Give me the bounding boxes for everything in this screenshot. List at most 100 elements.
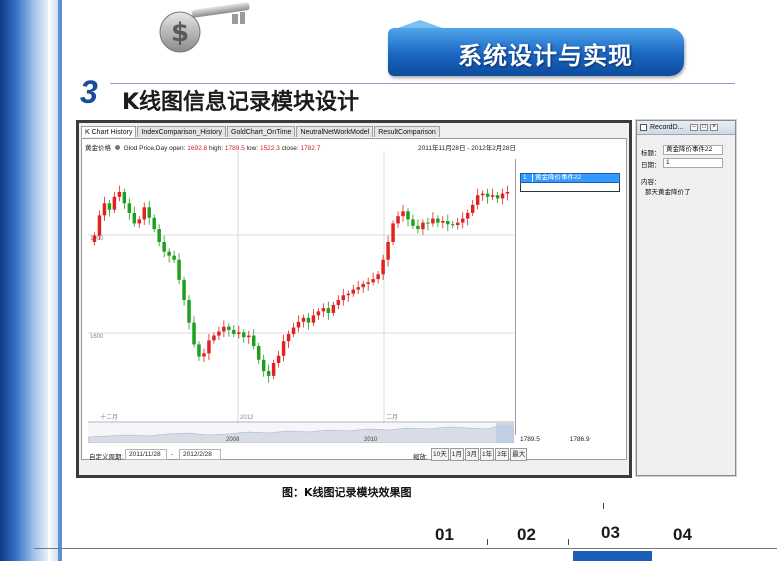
record-dialog-title: RecordD... <box>650 124 684 131</box>
candle-down <box>177 259 181 280</box>
series-label: Glod Price,Day <box>123 145 168 152</box>
candle-down <box>122 191 127 204</box>
minimize-icon[interactable]: – <box>690 124 698 131</box>
tab-gold-chart-ontime[interactable]: GoldChart_OnTime <box>227 126 296 137</box>
candle-up <box>341 295 346 301</box>
candle-up <box>222 326 226 332</box>
candle-down <box>157 229 161 242</box>
end-date-input[interactable]: 2012/2/28 <box>179 449 221 460</box>
candle-up <box>381 259 385 275</box>
nav-item-02[interactable]: 02 <box>517 525 536 544</box>
candle-up <box>316 311 321 316</box>
candle-down <box>127 203 132 213</box>
candle-up <box>286 333 291 342</box>
candle-down <box>197 344 201 357</box>
window-icon <box>640 124 647 131</box>
overview-navigator[interactable]: 2008 2010 <box>88 423 514 443</box>
record-dialog-window: RecordD... – □ × 标题： 黄金降价事件22 日期： 1 内容： … <box>636 120 736 476</box>
series-dot-icon <box>114 145 120 150</box>
nav-item-04[interactable]: 04 <box>673 525 692 544</box>
candle-down <box>406 211 410 220</box>
candle-up <box>281 341 286 356</box>
candle-down <box>495 195 500 199</box>
candle-up <box>92 235 97 242</box>
left-decoration-strip <box>48 0 58 561</box>
maximize-icon[interactable]: □ <box>700 124 708 131</box>
record-title-input[interactable]: 黄金降价事件22 <box>663 145 723 155</box>
candle-down <box>172 255 176 260</box>
candle-up <box>396 216 400 224</box>
tab-result-comparison[interactable]: ResultComparison <box>374 126 440 137</box>
zoom-1y-button[interactable]: 1年 <box>479 448 495 461</box>
candle-up <box>391 223 395 242</box>
candle-down <box>192 322 196 345</box>
candle-down <box>256 346 261 360</box>
zoom-1m-button[interactable]: 1月 <box>449 448 464 461</box>
candle-down <box>132 212 137 224</box>
candle-up <box>441 221 445 223</box>
nav-marker-tick <box>603 503 604 509</box>
record-content-text[interactable]: 那天黄金降价了 <box>645 189 691 196</box>
candle-up <box>117 191 122 197</box>
nav-item-03[interactable]: 03 <box>601 523 620 542</box>
candle-up <box>97 215 102 236</box>
tab-index-comparison-history[interactable]: IndexComparison_History <box>137 126 227 137</box>
event-index: 1 <box>523 174 533 182</box>
x-tick-label: 十二月 <box>100 413 118 421</box>
candle-up <box>431 218 435 224</box>
candle-up <box>331 304 336 313</box>
section-number: 3 <box>80 74 98 110</box>
y-tick-label: 1600 <box>90 334 104 340</box>
candle-up <box>490 195 495 197</box>
date-separator: - <box>171 451 174 458</box>
start-date-input[interactable]: 2011/11/28 <box>125 449 167 460</box>
tab-k-chart-history[interactable]: K Chart History <box>81 126 137 137</box>
side-values: 1789.5 1786.9 <box>520 436 618 443</box>
candle-down <box>261 359 266 372</box>
candle-up <box>401 211 405 217</box>
candle-up <box>386 241 390 260</box>
zoom-buttons: 10天 1月 3月 1年 3年 最大 <box>431 448 528 461</box>
candle-down <box>485 193 490 197</box>
side-value-a: 1789.5 <box>520 436 540 443</box>
record-date-input[interactable]: 1 <box>663 158 723 168</box>
nav-item-01[interactable]: 01 <box>435 525 454 544</box>
zoom-max-button[interactable]: 最大 <box>510 448 528 461</box>
candle-up <box>296 321 301 328</box>
candle-up <box>336 300 341 305</box>
zoom-10d-button[interactable]: 10天 <box>431 448 449 461</box>
event-list-item[interactable]: 1 黄金降价事件22 <box>520 173 620 183</box>
zoom-label: 缩放: <box>413 454 428 461</box>
candle-up <box>237 332 241 334</box>
candle-down <box>107 203 112 210</box>
candle-down <box>411 219 415 226</box>
event-list-row[interactable] <box>520 183 620 192</box>
close-value: 1782.7 <box>300 145 321 152</box>
candle-down <box>451 224 455 226</box>
tab-bar: K Chart History IndexComparison_History … <box>81 126 441 138</box>
candle-up <box>480 193 485 196</box>
record-date-label: 日期： <box>641 162 661 169</box>
dollar-key-icon: $ <box>159 2 250 53</box>
svg-text:$: $ <box>171 18 189 48</box>
symbol-label: 黄金价格 <box>85 145 111 152</box>
low-value: 1522.3 <box>259 145 280 152</box>
candle-down <box>426 222 430 224</box>
open-label: open: <box>169 145 186 152</box>
candlestick-chart[interactable]: 1700 1600 十二月 2012 二月 <box>88 151 514 423</box>
candle-up <box>212 335 216 341</box>
candle-up <box>346 293 351 296</box>
close-icon[interactable]: × <box>710 124 718 131</box>
tab-neural-network-model[interactable]: NeutralNetWorkModel <box>296 126 374 137</box>
record-dialog-titlebar[interactable]: RecordD... – □ × <box>637 121 735 135</box>
high-value: 1789.5 <box>224 145 245 152</box>
x-tick-label: 2012 <box>240 415 254 421</box>
candle-down <box>266 371 271 376</box>
custom-period-label: 自定义周期: <box>89 454 124 461</box>
candle-up <box>301 317 306 322</box>
candle-up <box>202 353 206 357</box>
zoom-3m-button[interactable]: 3月 <box>464 448 479 461</box>
k-chart-app-window: K Chart History IndexComparison_History … <box>76 120 632 478</box>
zoom-3y-button[interactable]: 3年 <box>495 448 510 461</box>
candle-down <box>306 317 311 323</box>
